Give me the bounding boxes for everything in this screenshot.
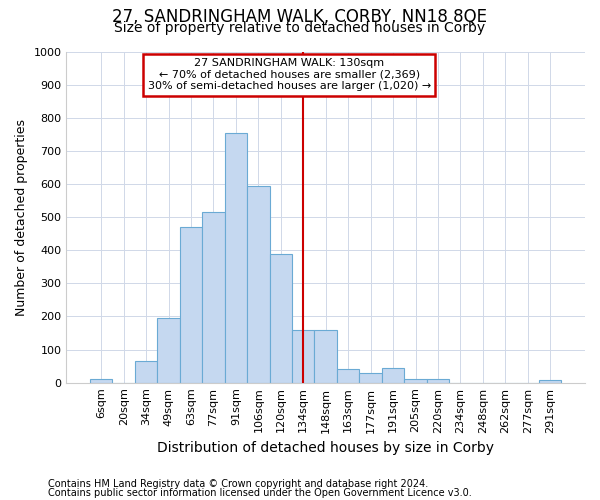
Bar [247, 186, 269, 382]
Bar [224, 132, 247, 382]
Bar [382, 368, 404, 382]
Y-axis label: Number of detached properties: Number of detached properties [15, 118, 28, 316]
Text: Size of property relative to detached houses in Corby: Size of property relative to detached ho… [115, 21, 485, 35]
Bar [404, 380, 427, 382]
Text: Contains HM Land Registry data © Crown copyright and database right 2024.: Contains HM Land Registry data © Crown c… [48, 479, 428, 489]
Bar [292, 330, 314, 382]
Bar [157, 318, 180, 382]
Bar [135, 361, 157, 382]
Bar [539, 380, 562, 382]
Bar [90, 380, 112, 382]
Text: Contains public sector information licensed under the Open Government Licence v3: Contains public sector information licen… [48, 488, 472, 498]
Text: 27, SANDRINGHAM WALK, CORBY, NN18 8QE: 27, SANDRINGHAM WALK, CORBY, NN18 8QE [113, 8, 487, 26]
X-axis label: Distribution of detached houses by size in Corby: Distribution of detached houses by size … [157, 441, 494, 455]
Bar [359, 372, 382, 382]
Bar [180, 227, 202, 382]
Bar [337, 370, 359, 382]
Bar [427, 380, 449, 382]
Bar [269, 254, 292, 382]
Bar [202, 212, 224, 382]
Bar [314, 330, 337, 382]
Text: 27 SANDRINGHAM WALK: 130sqm
← 70% of detached houses are smaller (2,369)
30% of : 27 SANDRINGHAM WALK: 130sqm ← 70% of det… [148, 58, 431, 92]
